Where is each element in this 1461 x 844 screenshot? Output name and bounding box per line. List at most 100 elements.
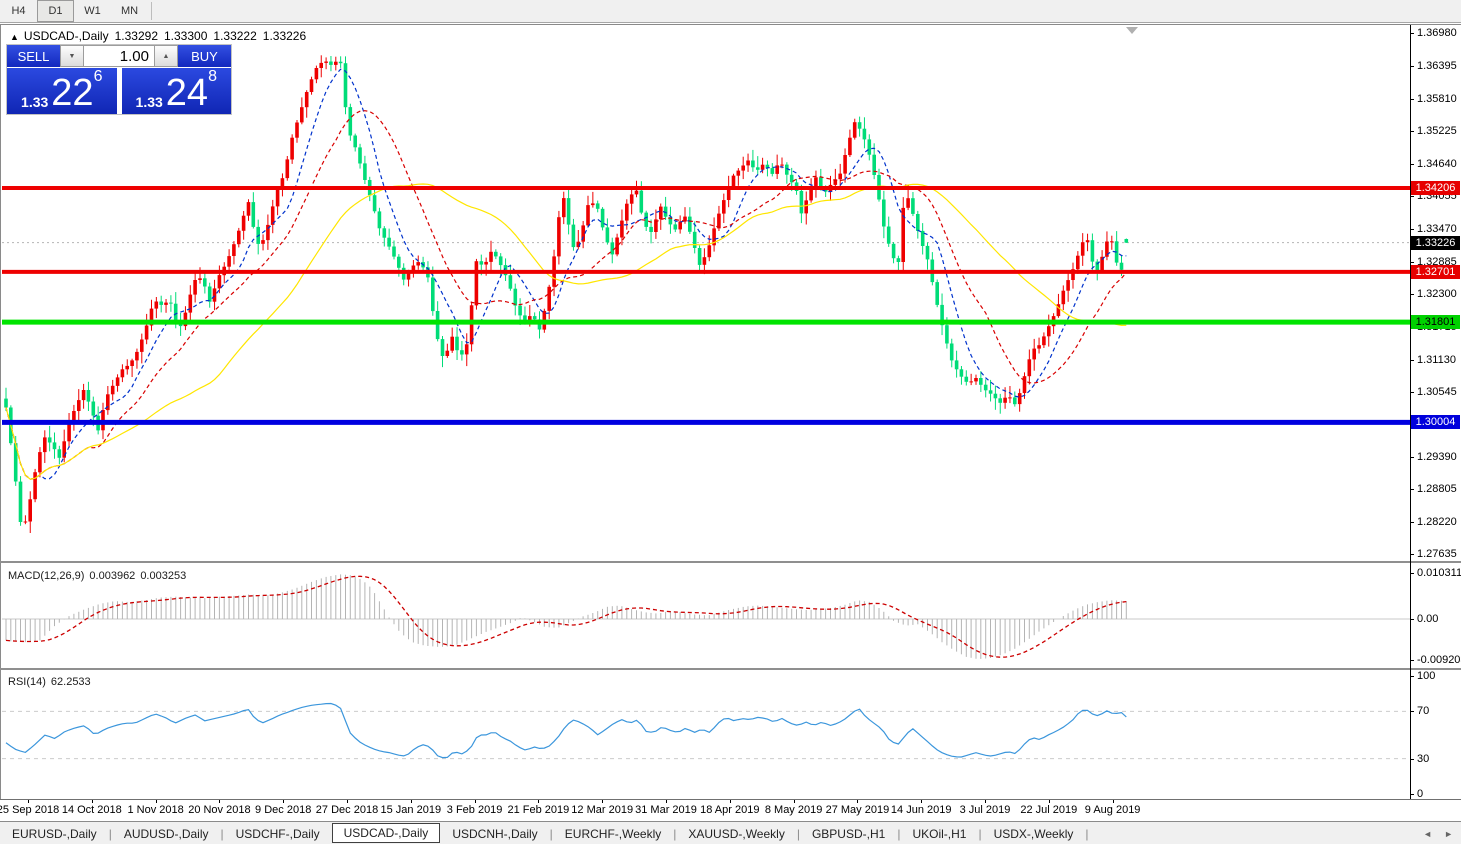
date-tick-mark: [474, 800, 476, 803]
chart-tab-eurchf[interactable]: EURCHF-,Weekly: [564, 826, 662, 841]
axis-tick-mark: [1410, 711, 1414, 712]
volume-increase-button[interactable]: ▲: [154, 45, 178, 67]
date-tick-mark: [1112, 800, 1114, 803]
rsi-axis-label: 70: [1417, 705, 1430, 717]
date-tick-mark: [921, 800, 923, 803]
price-tick-label: 1.29390: [1417, 451, 1457, 463]
buy-button[interactable]: BUY: [178, 45, 231, 67]
date-tick-mark: [219, 800, 221, 803]
rsi-canvas: [2, 702, 1410, 760]
date-label: 9 Aug 2019: [1084, 804, 1141, 816]
axis-tick-mark: [1410, 759, 1414, 760]
date-label: 22 Jul 2019: [1020, 804, 1078, 816]
date-label: 18 Apr 2019: [700, 804, 760, 816]
date-label: 27 May 2019: [825, 804, 890, 816]
macd-axis-label: 0.00: [1417, 613, 1439, 625]
buy-price-sup: 8: [208, 68, 217, 85]
price-level-badge: 1.30004: [1411, 415, 1460, 429]
chart-tab-usdcad[interactable]: USDCAD-,Daily: [331, 822, 441, 843]
chart-tab-eurusd[interactable]: EURUSD-,Daily: [12, 826, 97, 841]
chart-shift-marker-icon[interactable]: [1126, 27, 1138, 34]
price-axis-border: [1410, 25, 1411, 799]
buy-price-big: 24: [165, 72, 209, 114]
price-chart-canvas: [2, 55, 1410, 533]
arrow-up-icon: ▲: [162, 52, 170, 60]
buy-price-display[interactable]: 1.33 24 8: [121, 68, 231, 114]
tab-separator: |: [1085, 826, 1089, 841]
date-tick-mark: [985, 800, 986, 803]
date-tick-mark: [91, 800, 93, 803]
axis-tick-mark: [1410, 360, 1414, 361]
chart-tab-ukoil[interactable]: UKOil-,H1: [912, 826, 967, 841]
pane-separator-2[interactable]: [0, 668, 1461, 670]
timeframe-button-d1[interactable]: D1: [37, 0, 74, 22]
tab-separator: |: [796, 826, 800, 841]
timeframe-button-w1[interactable]: W1: [84, 5, 101, 17]
macd-value-main: 0.003962: [89, 570, 136, 582]
sell-price-small: 1.33: [21, 94, 49, 110]
arrow-down-icon: ▼: [68, 52, 76, 60]
chart-tab-usdx[interactable]: USDX-,Weekly: [993, 826, 1074, 841]
chart-tab-audusd[interactable]: AUDUSD-,Daily: [123, 826, 209, 841]
date-label: 15 Jan 2019: [380, 804, 442, 816]
tab-scroll-right-icon[interactable]: ►: [1444, 828, 1453, 839]
quote-open: 1.33292: [114, 29, 158, 43]
pane-separator-1[interactable]: [0, 561, 1461, 563]
sell-price-big: 22: [51, 72, 94, 114]
chart-tab-gbpusd[interactable]: GBPUSD-,H1: [811, 826, 886, 841]
axis-tick-mark: [1410, 131, 1414, 132]
price-tick-label: 1.36395: [1417, 60, 1457, 72]
date-tick-mark: [410, 800, 412, 803]
axis-tick-mark: [1410, 489, 1414, 490]
date-label: 8 May 2019: [764, 804, 823, 816]
axis-tick-mark: [1410, 294, 1414, 295]
tab-separator: |: [549, 826, 553, 841]
date-tick-mark: [793, 800, 795, 803]
macd-axis-label: -0.009203: [1417, 654, 1461, 666]
chart-title: ▲ USDCAD-,Daily 1.33292 1.33300 1.33222 1.332…: [10, 29, 312, 43]
price-tick-label: 1.27635: [1417, 548, 1457, 560]
axis-tick-mark: [1410, 99, 1414, 100]
price-tick-label: 1.30545: [1417, 386, 1457, 398]
volume-decrease-button[interactable]: ▼: [60, 45, 84, 67]
chart-tab-usdcnh[interactable]: USDCNH-,Daily: [452, 826, 538, 841]
tab-scroll-left-icon[interactable]: ◄: [1423, 828, 1433, 839]
date-tick-mark: [602, 800, 604, 803]
date-tick-mark: [28, 800, 29, 803]
chart-tab-bar: EURUSD-,Daily | AUDUSD-,Daily | USDCHF-,Dail…: [0, 821, 1461, 844]
date-tick-mark: [283, 800, 285, 803]
axis-tick-mark: [1410, 619, 1414, 620]
rsi-axis-label: 100: [1417, 670, 1436, 682]
date-label: 1 Nov 2018: [127, 804, 184, 816]
date-label: 27 Dec 2018: [315, 804, 379, 816]
expand-icon[interactable]: ▲: [10, 32, 19, 42]
date-label: 20 Nov 2018: [188, 804, 251, 816]
price-level-badge: 1.31801: [1411, 315, 1460, 329]
rsi-label: RSI(14) 62.2533: [8, 676, 91, 688]
sell-button[interactable]: SELL: [7, 45, 60, 67]
timeframe-button-h4[interactable]: H4: [11, 5, 26, 17]
buy-price-small: 1.33: [135, 94, 163, 110]
date-tick-mark: [538, 800, 540, 803]
price-tick-label: 1.28805: [1417, 483, 1457, 495]
date-tick-mark: [666, 800, 667, 803]
date-tick-mark: [857, 800, 859, 803]
timeframe-button-mn[interactable]: MN: [120, 5, 139, 17]
axis-tick-mark: [1410, 522, 1414, 523]
macd-value-signal: 0.003253: [140, 570, 187, 582]
macd-axis-label: 0.010311: [1417, 567, 1461, 579]
axis-tick-mark: [1410, 676, 1414, 677]
sell-price-display[interactable]: 1.33 22 6: [7, 68, 117, 114]
date-label: 9 Dec 2018: [255, 804, 312, 816]
price-level-badge: 1.33226: [1411, 236, 1460, 250]
tab-separator: |: [108, 826, 112, 841]
chart-tab-usdchf[interactable]: USDCHF-,Daily: [235, 826, 320, 841]
axis-tick-mark: [1410, 229, 1414, 230]
price-tick-label: 1.28220: [1417, 516, 1457, 528]
volume-input[interactable]: 1.00: [84, 45, 154, 67]
price-level-badge: 1.32701: [1411, 265, 1460, 279]
tab-separator: |: [673, 826, 677, 841]
price-tick-label: 1.35225: [1417, 125, 1457, 137]
date-label: 25 Sep 2018: [0, 804, 60, 816]
chart-tab-xauusd[interactable]: XAUUSD-,Weekly: [688, 826, 785, 841]
